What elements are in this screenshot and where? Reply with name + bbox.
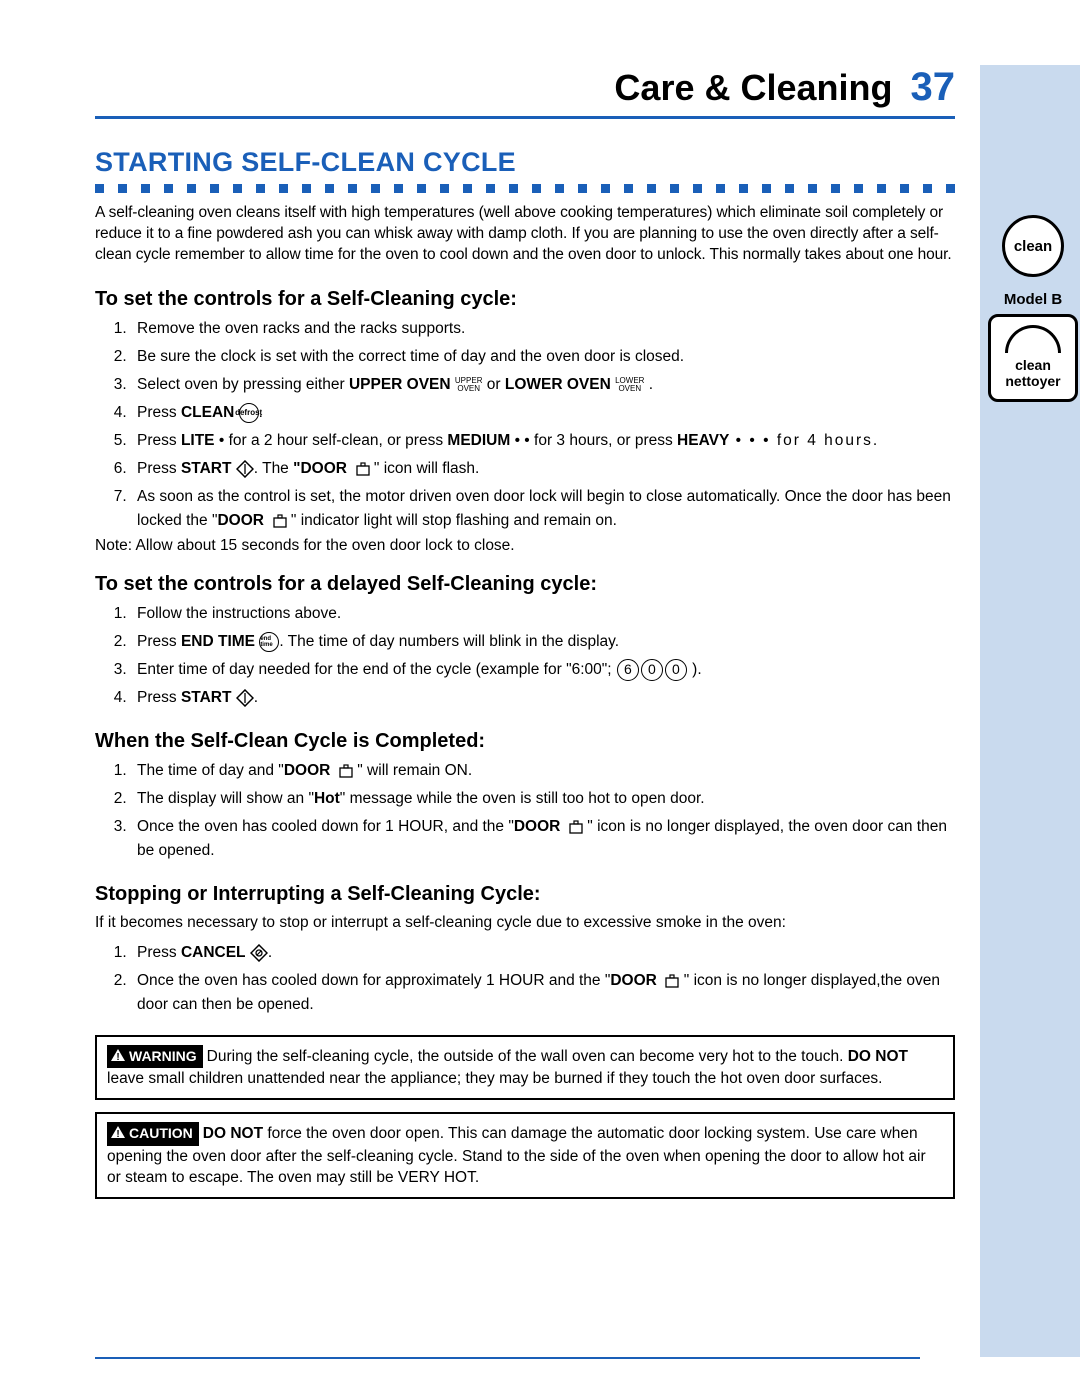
- list-item: Once the oven has cooled down for 1 HOUR…: [131, 815, 955, 863]
- svg-text:!: !: [116, 1129, 119, 1138]
- page-number: 37: [911, 65, 956, 110]
- list-item: The display will show an "Hot" message w…: [131, 787, 955, 811]
- list-item: Press CANCEL .: [131, 941, 955, 965]
- svg-text:!: !: [116, 1052, 119, 1061]
- sub1-heading: To set the controls for a Self-Cleaning …: [95, 288, 955, 311]
- footer-divider: [95, 1357, 920, 1359]
- sub4-steps: Press CANCEL . Once the oven has cooled …: [131, 941, 955, 1017]
- list-item: Press CLEAN defrost.: [131, 401, 955, 425]
- model-label: Model B: [1004, 291, 1062, 308]
- list-item: As soon as the control is set, the motor…: [131, 485, 955, 533]
- sub1-note: Note: Allow about 15 seconds for the ove…: [95, 537, 955, 555]
- warning-badge: !WARNING: [107, 1045, 203, 1069]
- model-b-box: cleannettoyer: [988, 314, 1078, 402]
- box-text: cleannettoyer: [1005, 357, 1060, 389]
- caution-badge: !CAUTION: [107, 1122, 199, 1146]
- list-item: Remove the oven racks and the racks supp…: [131, 317, 955, 341]
- warning-triangle-icon: !: [111, 1124, 125, 1144]
- door-lock-icon: [356, 460, 370, 477]
- list-item: Press END TIME end time. The time of day…: [131, 630, 955, 654]
- clean-button-icon: defrost: [239, 403, 259, 423]
- list-item: Press START .: [131, 686, 955, 710]
- section-title: STARTING SELF-CLEAN CYCLE: [95, 147, 955, 178]
- sub3-heading: When the Self-Clean Cycle is Completed:: [95, 730, 955, 753]
- start-diamond-icon: [236, 457, 254, 481]
- start-diamond-icon: [236, 686, 254, 710]
- door-lock-icon: [273, 512, 287, 529]
- caution-box: !CAUTIONDO NOT force the oven door open.…: [95, 1112, 955, 1199]
- list-item: Follow the instructions above.: [131, 602, 955, 626]
- sub2-heading: To set the controls for a delayed Self-C…: [95, 573, 955, 596]
- list-item: Enter time of day needed for the end of …: [131, 658, 955, 682]
- door-lock-icon: [665, 972, 679, 989]
- digit-6-icon: 6: [617, 659, 639, 681]
- dotted-divider: [95, 184, 955, 193]
- list-item: Once the oven has cooled down for approx…: [131, 969, 955, 1017]
- list-item: Be sure the clock is set with the correc…: [131, 345, 955, 369]
- list-item: Press LITE • for a 2 hour self-clean, or…: [131, 429, 955, 453]
- arc-icon: [1005, 325, 1061, 353]
- digit-0-icon: 0: [641, 659, 663, 681]
- list-item: The time of day and "DOOR " will remain …: [131, 759, 955, 783]
- sub4-heading: Stopping or Interrupting a Self-Cleaning…: [95, 883, 955, 906]
- sidebar: clean Model B cleannettoyer: [980, 65, 1080, 1357]
- page-header: Care & Cleaning 37: [95, 65, 955, 110]
- cancel-diamond-icon: [250, 944, 268, 961]
- clean-circle-icon: clean: [1002, 215, 1064, 277]
- header-title: Care & Cleaning: [614, 67, 892, 109]
- sub3-steps: The time of day and "DOOR " will remain …: [131, 759, 955, 863]
- list-item: Press START . The "DOOR " icon will flas…: [131, 457, 955, 481]
- sub2-steps: Follow the instructions above. Press END…: [131, 602, 955, 710]
- sub1-steps: Remove the oven racks and the racks supp…: [131, 317, 955, 533]
- door-lock-icon: [569, 818, 583, 835]
- digit-0-icon: 0: [665, 659, 687, 681]
- sub4-intro: If it becomes necessary to stop or inter…: [95, 912, 955, 934]
- list-item: Select oven by pressing either UPPER OVE…: [131, 373, 955, 397]
- intro-paragraph: A self-cleaning oven cleans itself with …: [95, 203, 955, 266]
- end-time-icon: end time: [259, 632, 279, 652]
- warning-triangle-icon: !: [111, 1047, 125, 1067]
- header-divider: [95, 116, 955, 119]
- warning-box: !WARNINGDuring the self-cleaning cycle, …: [95, 1035, 955, 1100]
- door-lock-icon: [339, 762, 353, 779]
